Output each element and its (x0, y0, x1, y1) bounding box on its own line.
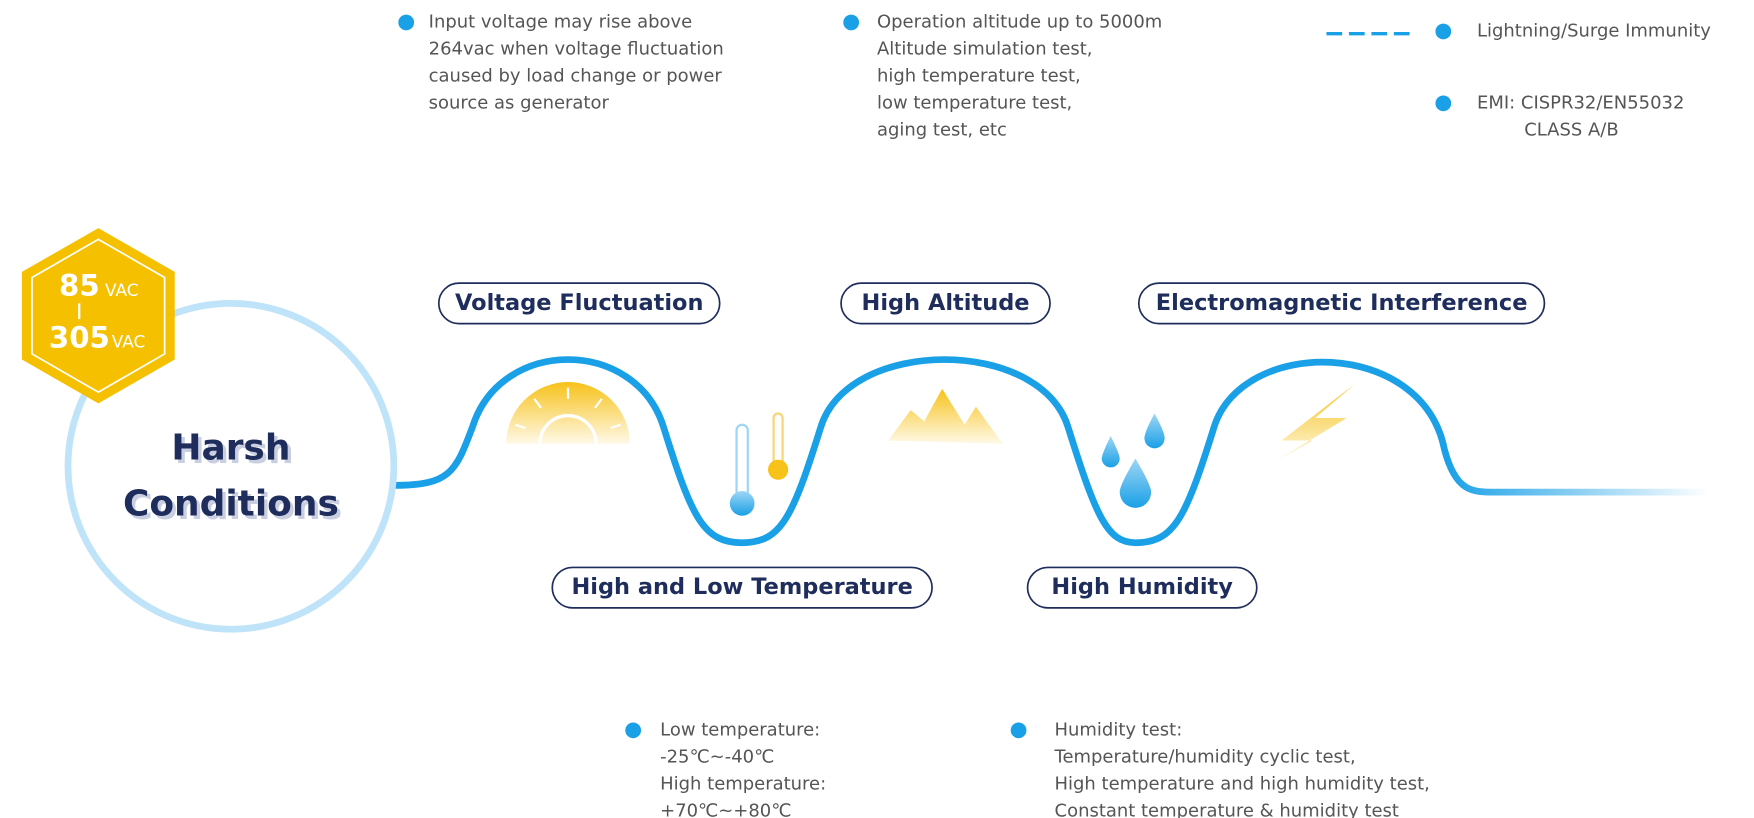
note-line: High temperature: (660, 773, 826, 794)
condition-pill (1026, 566, 1258, 609)
note-line: Temperature/humidity cyclic test, (1054, 746, 1356, 767)
note-line: CLASS A/B (1524, 119, 1618, 140)
bullet (398, 14, 415, 31)
bullet (1435, 95, 1452, 112)
bullet (1435, 23, 1452, 40)
condition-label: High and Low Temperature (571, 574, 912, 600)
center-title-shadow: Conditions (126, 487, 342, 528)
note-line: High temperature and high humidity test, (1055, 773, 1430, 794)
condition-label: Electromagnetic Interference (1156, 290, 1528, 316)
badge-hexagon (21, 228, 175, 404)
note-line: -25℃~-40℃ (660, 746, 774, 767)
note-line: 264vac when voltage fluctuation (429, 38, 724, 59)
condition-label: Voltage Fluctuation (455, 290, 703, 316)
condition-pill (840, 282, 1051, 325)
note-line: caused by load change or power (429, 65, 723, 86)
note-line: Lightning/Surge Immunity (1477, 20, 1711, 41)
center-title-shadow: Harsh (175, 431, 294, 472)
center-title: Harsh (171, 427, 290, 468)
sun-icon (506, 382, 630, 444)
bullet (1010, 722, 1027, 739)
mountain-icon (888, 388, 1003, 444)
condition-pill (551, 566, 933, 609)
center-circle (64, 300, 398, 633)
note-line: Operation altitude up to 5000m (877, 11, 1162, 32)
note-line: Humidity test: (1055, 719, 1183, 740)
note-line: Low temperature: (660, 719, 820, 740)
badge-min: 85 (59, 269, 100, 303)
wave (393, 356, 1709, 547)
badge-unit: VAC (105, 280, 138, 300)
note-line: low temperature test, (877, 92, 1072, 113)
condition-pill (1137, 282, 1546, 325)
center-title: Conditions (123, 484, 339, 525)
note-line: EMI: CISPR32/EN55032 (1477, 92, 1684, 113)
note-line: aging test, etc (877, 119, 1007, 140)
condition-label: High Altitude (862, 290, 1030, 316)
note-line: Altitude simulation test, (877, 38, 1093, 59)
note-line: source as generator (429, 92, 610, 113)
badge-border (31, 238, 166, 394)
badge-unit: VAC (112, 332, 145, 352)
bullet (625, 722, 642, 739)
drops-icon (1101, 413, 1165, 508)
note-line: +70℃~+80℃ (660, 800, 791, 818)
lightning-icon (1272, 384, 1355, 463)
condition-label: High Humidity (1051, 574, 1233, 600)
note-line: Input voltage may rise above (429, 11, 693, 32)
bullet (843, 14, 860, 31)
thermometer-icon (729, 412, 789, 516)
badge-max: 305 (49, 320, 110, 354)
note-line: Constant temperature & humidity test (1055, 800, 1399, 818)
note-line: high temperature test, (877, 65, 1081, 86)
condition-pill (437, 282, 721, 325)
